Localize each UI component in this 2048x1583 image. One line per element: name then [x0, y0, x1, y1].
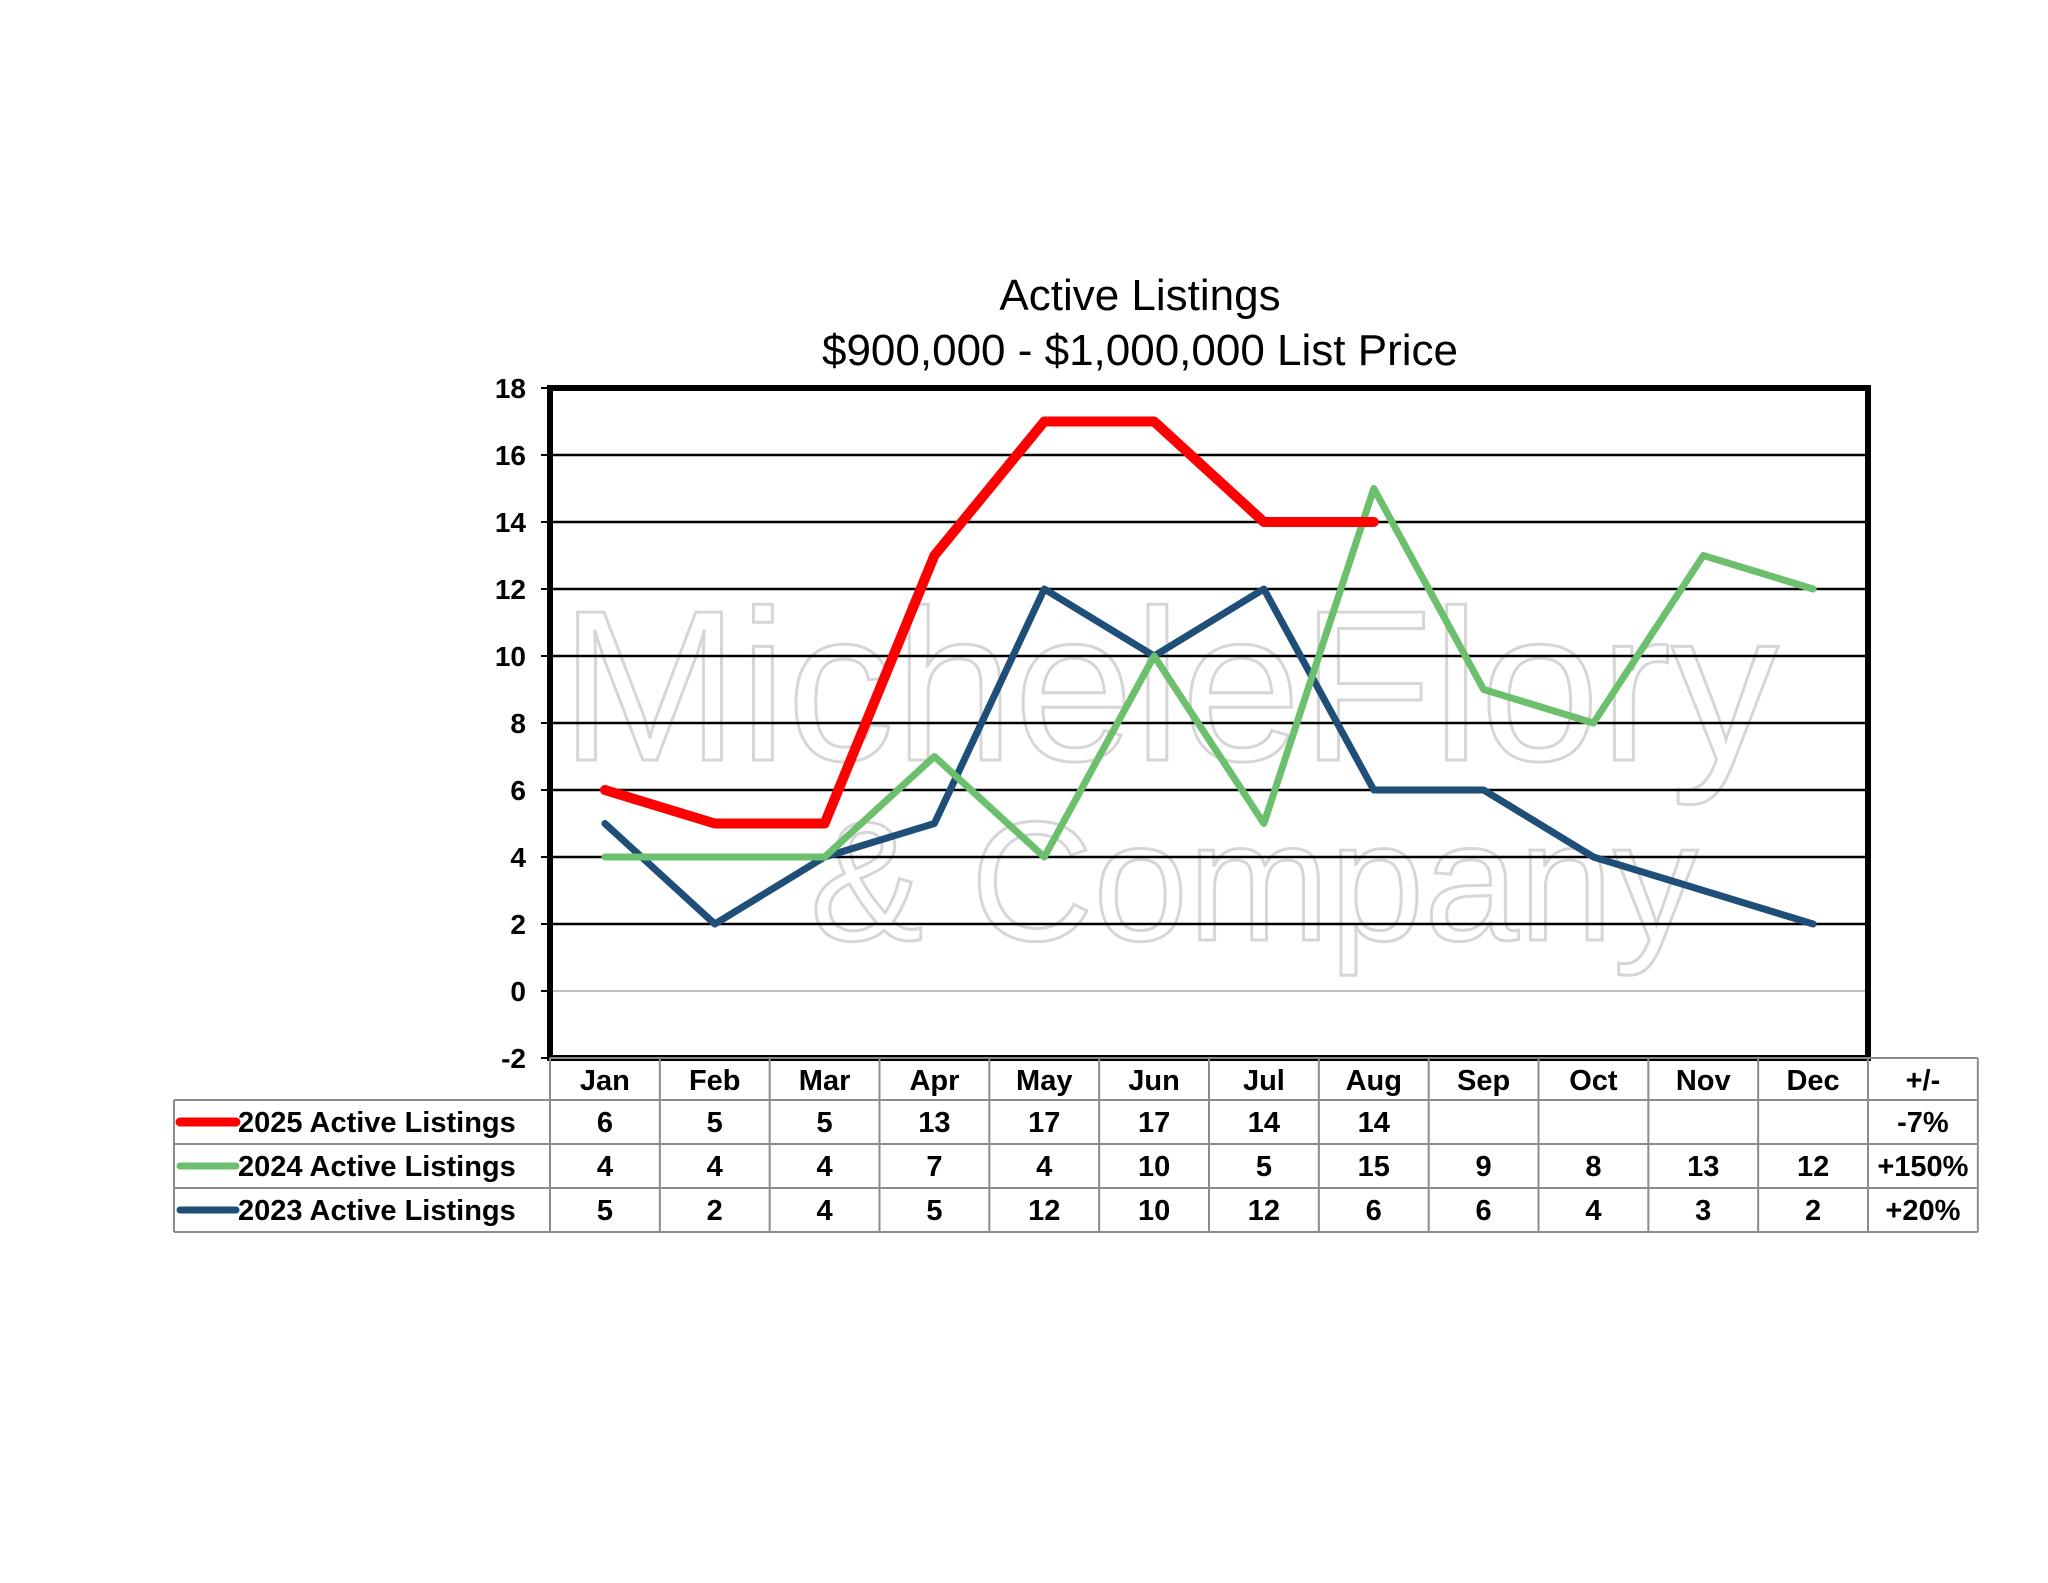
category-label: Jul	[1243, 1065, 1285, 1097]
data-cell: 13	[1687, 1151, 1719, 1183]
legend-label-2: 2023 Active Listings	[238, 1195, 516, 1227]
y-tick-label: 14	[495, 507, 527, 538]
watermark-line2: & Company	[810, 787, 1698, 977]
data-cell: 5	[1256, 1151, 1272, 1183]
series-lines	[599, 416, 1817, 928]
y-axis-ticks: -2 0 2 4 6 8 10 12 14 16 18	[495, 373, 550, 1074]
category-label: Feb	[689, 1065, 741, 1097]
category-label: Aug	[1346, 1065, 1402, 1097]
data-cell: 6	[1366, 1195, 1382, 1227]
chart-title: Active Listings	[999, 271, 1280, 320]
data-cell: 2	[707, 1195, 723, 1227]
data-cell: 5	[817, 1107, 833, 1139]
category-label: Dec	[1786, 1065, 1839, 1097]
change-cell-0: -7%	[1897, 1107, 1949, 1139]
data-cell: 14	[1358, 1107, 1390, 1139]
data-cell: 5	[707, 1107, 723, 1139]
y-tick-label: -2	[501, 1043, 526, 1074]
category-label: Jan	[580, 1065, 630, 1097]
data-cell: 15	[1358, 1151, 1390, 1183]
data-cell: 6	[1476, 1195, 1492, 1227]
data-cell: 9	[1476, 1151, 1492, 1183]
data-cell: 5	[926, 1195, 942, 1227]
data-cell: 4	[817, 1151, 833, 1183]
category-label: May	[1016, 1065, 1072, 1097]
data-cell: 17	[1028, 1107, 1060, 1139]
chart-subtitle: $900,000 - $1,000,000 List Price	[822, 326, 1458, 375]
data-cell: 14	[1248, 1107, 1280, 1139]
series-line-2	[601, 585, 1817, 928]
data-cell: 17	[1138, 1107, 1170, 1139]
category-label: Jun	[1128, 1065, 1180, 1097]
series-line-0	[599, 416, 1379, 829]
data-cell: 6	[597, 1107, 613, 1139]
data-cell: 4	[1585, 1195, 1601, 1227]
data-cell: 12	[1248, 1195, 1280, 1227]
change-header: +/-	[1906, 1065, 1941, 1097]
data-cell: 10	[1138, 1151, 1170, 1183]
data-cell: 4	[707, 1151, 723, 1183]
category-label: Sep	[1457, 1065, 1510, 1097]
y-tick-label: 18	[495, 373, 526, 404]
series-line-1	[601, 485, 1817, 861]
data-cell: 12	[1028, 1195, 1060, 1227]
y-tick-label: 4	[510, 842, 526, 873]
change-cell-2: +20%	[1885, 1195, 1960, 1227]
data-cell: 7	[926, 1151, 942, 1183]
change-cell-1: +150%	[1877, 1151, 1968, 1183]
data-cell: 2	[1805, 1195, 1821, 1227]
y-tick-label: 12	[495, 574, 526, 605]
data-cell: 13	[918, 1107, 950, 1139]
y-tick-label: 10	[495, 641, 526, 672]
data-cell: 10	[1138, 1195, 1170, 1227]
category-label: Nov	[1676, 1065, 1731, 1097]
legend-label-0: 2025 Active Listings	[238, 1107, 516, 1139]
data-cell: 12	[1797, 1151, 1829, 1183]
category-label: Apr	[909, 1065, 959, 1097]
y-tick-label: 2	[510, 909, 526, 940]
y-tick-label: 0	[510, 976, 526, 1007]
category-label: Mar	[799, 1065, 851, 1097]
data-cell: 4	[817, 1195, 833, 1227]
category-label: Oct	[1569, 1065, 1618, 1097]
data-cell: 5	[597, 1195, 613, 1227]
data-cell: 4	[597, 1151, 613, 1183]
data-cell: 8	[1585, 1151, 1601, 1183]
y-tick-label: 8	[510, 708, 526, 739]
data-cell: 3	[1695, 1195, 1711, 1227]
y-tick-label: 6	[510, 775, 526, 806]
legend-label-1: 2024 Active Listings	[238, 1151, 516, 1183]
data-table: Jan Feb Mar Apr May Jun Jul Aug Sep Oct Nov Dec +/- 2…	[173, 1057, 1979, 1233]
data-cell: 4	[1036, 1151, 1052, 1183]
y-tick-label: 16	[495, 440, 526, 471]
watermark: MicheleFlory & Company	[559, 564, 1781, 979]
